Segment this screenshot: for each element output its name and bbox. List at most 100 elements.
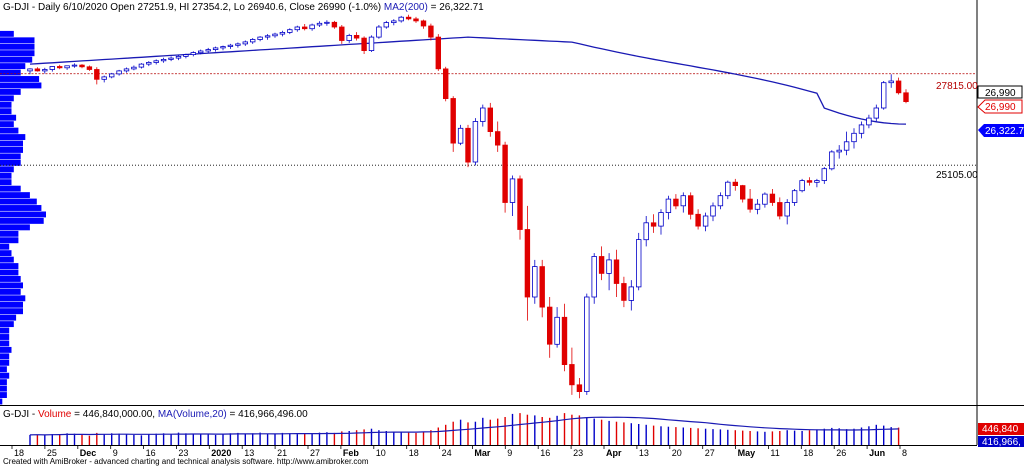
x-tick-label: 23 bbox=[573, 448, 583, 458]
candle-up bbox=[480, 107, 486, 122]
candle-up bbox=[101, 76, 107, 80]
candle-up bbox=[858, 124, 865, 134]
candle-up bbox=[725, 181, 731, 197]
header-close: 26990 bbox=[318, 2, 346, 13]
x-tick-label: Jun bbox=[869, 448, 885, 458]
last-price-red-label: 26,990 bbox=[985, 102, 1016, 113]
profile-bar bbox=[0, 353, 10, 360]
candle-down bbox=[502, 144, 508, 203]
x-tick-label: 27 bbox=[310, 448, 320, 458]
candle-up bbox=[584, 296, 590, 392]
profile-bar bbox=[0, 359, 10, 366]
candle-up bbox=[680, 195, 686, 207]
profile-bar bbox=[0, 398, 3, 405]
candle-up bbox=[509, 178, 516, 203]
x-tick-label: 8 bbox=[902, 448, 907, 458]
x-tick-label: Dec bbox=[80, 448, 97, 458]
x-tick-label: 26 bbox=[836, 448, 846, 458]
candle-down bbox=[79, 64, 85, 68]
candle-down bbox=[688, 195, 694, 215]
candle-up bbox=[309, 24, 315, 30]
profile-bar bbox=[0, 308, 23, 315]
candle-up bbox=[249, 39, 256, 43]
candle-up bbox=[702, 215, 709, 227]
profile-bar bbox=[0, 88, 21, 95]
candle-down bbox=[494, 131, 501, 146]
profile-bar bbox=[0, 263, 19, 269]
ma200-line bbox=[29, 36, 907, 125]
candle-down bbox=[517, 178, 523, 230]
volume-profile bbox=[0, 30, 46, 405]
candle-down bbox=[903, 92, 909, 103]
last-price-red-box bbox=[977, 99, 1023, 114]
x-tick-label: 24 bbox=[442, 448, 452, 458]
candle-down bbox=[777, 202, 783, 217]
candle-down bbox=[673, 198, 679, 207]
candle-up bbox=[71, 64, 78, 67]
header-hi-label: HI bbox=[179, 2, 189, 13]
candle-down bbox=[465, 127, 471, 163]
profile-bar bbox=[0, 340, 10, 347]
candle-up bbox=[257, 36, 263, 40]
candle-up bbox=[183, 54, 189, 57]
header-period: Daily bbox=[38, 2, 60, 13]
candle-down bbox=[524, 229, 531, 298]
candle-down bbox=[420, 20, 427, 27]
profile-bar bbox=[0, 101, 12, 108]
x-tick-label: 16 bbox=[146, 448, 156, 458]
ma-price-label: 26,322.7 bbox=[985, 126, 1024, 137]
candle-down bbox=[576, 384, 583, 392]
candle-up bbox=[131, 66, 137, 70]
x-tick-label: Feb bbox=[343, 448, 360, 458]
x-tick-label: 13 bbox=[639, 448, 649, 458]
vol-header-ma-value: = 416,966,496.00 bbox=[230, 409, 309, 420]
ma200-path bbox=[29, 36, 907, 125]
profile-bar bbox=[0, 198, 37, 205]
profile-bar bbox=[0, 334, 10, 340]
candle-up bbox=[324, 21, 330, 24]
price-header: G-DJI - Daily 6/10/2020 Open 27251.9, HI… bbox=[3, 2, 484, 13]
candle-down bbox=[450, 98, 456, 144]
x-tick-label: 18 bbox=[409, 448, 419, 458]
candle-up bbox=[49, 66, 55, 70]
profile-bar bbox=[0, 392, 7, 398]
profile-bar bbox=[0, 211, 46, 218]
profile-bar bbox=[0, 288, 21, 295]
profile-bar bbox=[0, 114, 17, 121]
candle-down bbox=[405, 16, 412, 20]
vol-ma-label-box bbox=[978, 436, 1024, 447]
candle-up bbox=[606, 259, 612, 274]
candle-down bbox=[539, 266, 545, 308]
candle-down bbox=[547, 306, 553, 345]
candle-down bbox=[769, 193, 776, 203]
candle-down bbox=[598, 256, 605, 274]
profile-bar bbox=[0, 250, 12, 257]
profile-bar bbox=[0, 166, 14, 173]
candle-down bbox=[339, 26, 345, 41]
candle-down bbox=[695, 213, 701, 227]
profile-bar bbox=[0, 217, 44, 224]
candle-up bbox=[762, 193, 768, 205]
x-tick-label: 21 bbox=[277, 448, 287, 458]
candle-up bbox=[160, 59, 167, 62]
candle-up bbox=[710, 205, 716, 217]
profile-bar bbox=[0, 63, 26, 70]
candle-up bbox=[146, 62, 152, 65]
candle-up bbox=[168, 57, 174, 60]
candle-down bbox=[94, 69, 100, 80]
profile-bar bbox=[0, 321, 14, 328]
candle-down bbox=[747, 198, 753, 210]
profile-bar bbox=[0, 256, 14, 263]
candle-up bbox=[42, 69, 48, 72]
candle-up bbox=[843, 141, 850, 151]
profile-bar bbox=[0, 108, 12, 115]
profile-bar bbox=[0, 69, 21, 76]
profile-bar bbox=[0, 185, 21, 192]
candle-down bbox=[569, 364, 575, 386]
x-tick-label: 18 bbox=[803, 448, 813, 458]
candle-down bbox=[57, 66, 63, 69]
candle-up bbox=[368, 36, 375, 51]
level-high-label: 27815.00 bbox=[936, 81, 978, 92]
candle-down bbox=[895, 80, 902, 94]
